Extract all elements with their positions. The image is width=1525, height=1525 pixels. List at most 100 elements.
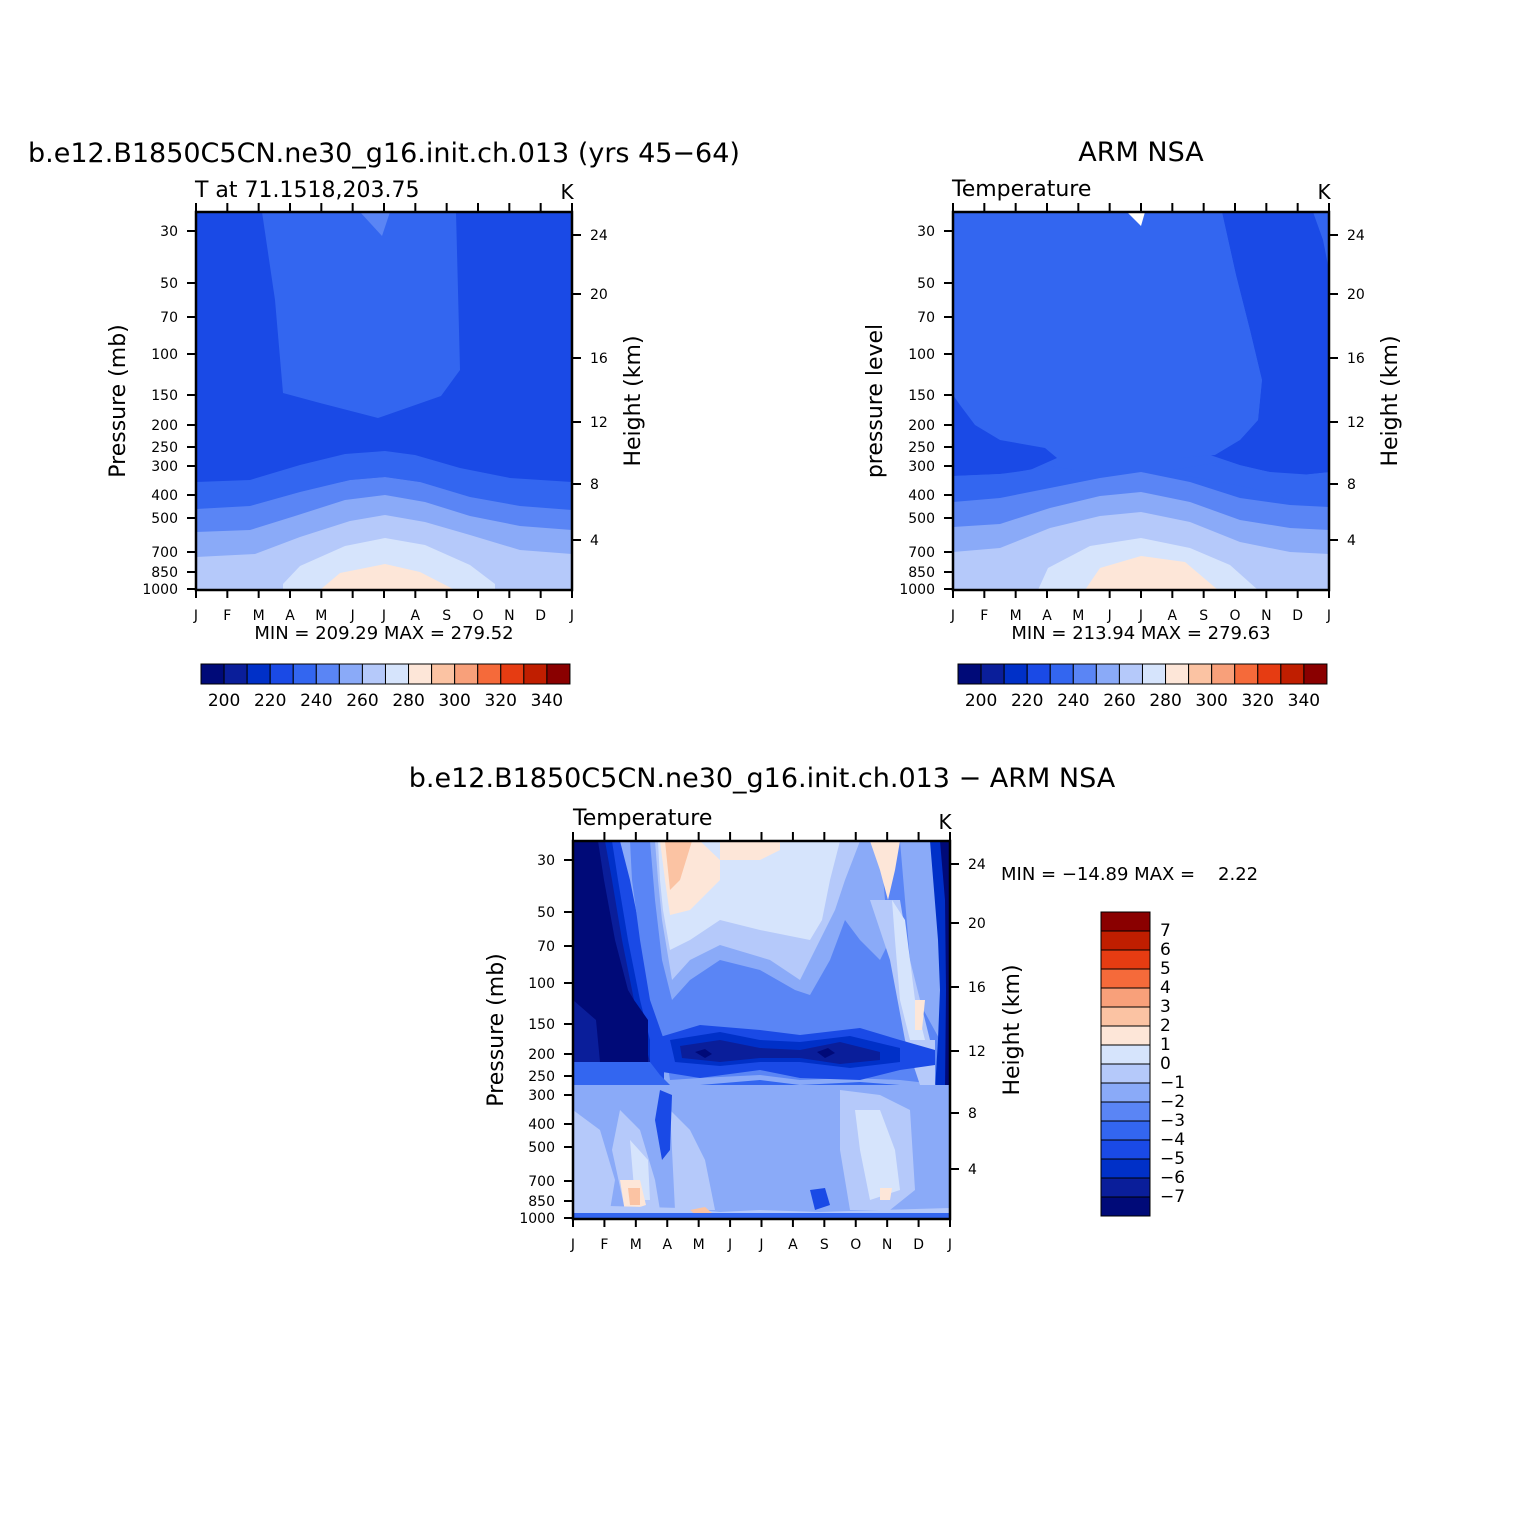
pressure-tick-label: 200 bbox=[151, 418, 178, 434]
model-panel-ylabel: Pressure (mb) bbox=[106, 324, 131, 478]
diff-band-1-2 bbox=[665, 841, 692, 890]
colorbar-swatch bbox=[980, 663, 1005, 685]
pressure-tick-label: 50 bbox=[537, 905, 555, 921]
obs-panel-stats: MIN = 213.94 MAX = 279.63 bbox=[1011, 623, 1270, 644]
colorbar-swatch bbox=[1100, 1063, 1151, 1084]
month-tick-label: A bbox=[662, 1237, 672, 1253]
colorbar-label: 200 bbox=[208, 691, 240, 711]
colorbar-label: 240 bbox=[300, 691, 332, 711]
colorbar-label: 6 bbox=[1160, 940, 1171, 960]
month-tick-label: N bbox=[1261, 608, 1271, 624]
month-tick-label: O bbox=[1229, 608, 1240, 624]
month-tick-label: J bbox=[569, 608, 574, 624]
height-tick-label: 8 bbox=[968, 1106, 977, 1122]
pressure-tick-label: 50 bbox=[160, 276, 178, 292]
contour-band-210-220-c bbox=[953, 395, 1057, 476]
pressure-tick-label: 300 bbox=[528, 1088, 555, 1104]
obs-axes: J F M A M J J A S O N D J 30 50 70 100 150 200 250 300 400 500… bbox=[899, 203, 1365, 624]
diff-band-minus5-minus4-d bbox=[655, 1090, 672, 1160]
pressure-tick-label: 250 bbox=[528, 1069, 555, 1085]
height-tick-label: 24 bbox=[968, 857, 986, 873]
month-tick-label: D bbox=[535, 608, 546, 624]
colorbar-swatch bbox=[500, 663, 525, 685]
colorbar-swatch bbox=[1003, 663, 1028, 685]
diff-band-minus5-minus4-e bbox=[810, 1188, 830, 1210]
contour-band-210-220 bbox=[196, 212, 572, 482]
obs-panel-ylabel-right: Height (km) bbox=[1378, 335, 1403, 466]
colorbar-swatch bbox=[1100, 1177, 1151, 1198]
colorbar-label: 340 bbox=[531, 691, 563, 711]
model-panel-units: K bbox=[560, 180, 574, 204]
month-tick-label: M bbox=[1010, 608, 1022, 624]
pressure-tick-label: 700 bbox=[528, 1174, 555, 1190]
model-panel-ylabel-right: Height (km) bbox=[621, 335, 646, 466]
colorbar-swatch bbox=[431, 663, 456, 685]
obs-panel-units: K bbox=[1317, 180, 1331, 204]
colorbar-swatch bbox=[292, 663, 317, 685]
colorbar-label: 5 bbox=[1160, 959, 1171, 979]
pressure-tick-label: 250 bbox=[151, 440, 178, 456]
pressure-tick-label: 70 bbox=[537, 939, 555, 955]
colorbar-swatch bbox=[1100, 1139, 1151, 1160]
diff-panel: b.e12.B1850C5CN.ne30_g16.init.ch.013 − A… bbox=[409, 763, 1258, 1253]
contour-band-220-230-c bbox=[1313, 212, 1329, 270]
month-tick-label: J bbox=[727, 1237, 732, 1253]
month-tick-label: O bbox=[472, 608, 483, 624]
colorbar-label: 220 bbox=[254, 691, 286, 711]
height-tick-label: 20 bbox=[590, 287, 608, 303]
colorbar-swatch bbox=[1100, 949, 1151, 970]
model-contour-field bbox=[196, 212, 572, 590]
colorbar-label: −5 bbox=[1160, 1149, 1185, 1169]
diff-panel-subtitle: Temperature bbox=[572, 806, 712, 831]
month-tick-label: J bbox=[947, 1237, 952, 1253]
month-tick-label: J bbox=[1326, 608, 1331, 624]
model-panel: b.e12.B1850C5CN.ne30_g16.init.ch.013 (yr… bbox=[28, 138, 740, 711]
model-panel-title: b.e12.B1850C5CN.ne30_g16.init.ch.013 (yr… bbox=[28, 138, 740, 169]
colorbar-swatch bbox=[523, 663, 548, 685]
month-tick-label: A bbox=[1168, 608, 1178, 624]
month-tick-label: J bbox=[193, 608, 198, 624]
height-tick-label: 4 bbox=[1347, 533, 1356, 549]
height-tick-label: 16 bbox=[968, 980, 986, 996]
colorbar-label: 2 bbox=[1160, 1016, 1171, 1036]
pressure-tick-label: 500 bbox=[528, 1140, 555, 1156]
colorbar-label: 260 bbox=[1103, 691, 1135, 711]
colorbar-swatch bbox=[1100, 1158, 1151, 1179]
colorbar-label: 3 bbox=[1160, 997, 1171, 1017]
height-tick-label: 24 bbox=[590, 228, 608, 244]
pressure-tick-label: 850 bbox=[151, 565, 178, 581]
pressure-tick-label: 70 bbox=[917, 310, 935, 326]
diff-band-1-2-b bbox=[628, 1188, 640, 1205]
pressure-tick-label: 500 bbox=[908, 511, 935, 527]
colorbar-swatch bbox=[338, 663, 363, 685]
month-tick-label: F bbox=[980, 608, 988, 624]
pressure-tick-label: 200 bbox=[908, 418, 935, 434]
month-tick-label: N bbox=[504, 608, 514, 624]
colorbar-label: −3 bbox=[1160, 1111, 1185, 1131]
month-tick-label: M bbox=[1072, 608, 1084, 624]
colorbar-swatch bbox=[384, 663, 410, 685]
obs-panel-ylabel: pressure level bbox=[863, 324, 888, 478]
pressure-tick-label: 70 bbox=[160, 310, 178, 326]
pressure-tick-label: 100 bbox=[151, 347, 178, 363]
contour-band-210-220-b bbox=[953, 212, 1329, 475]
obs-colorbar: 200 220 240 260 280 300 320 340 bbox=[957, 663, 1328, 711]
pressure-tick-label: 100 bbox=[908, 347, 935, 363]
month-tick-label: J bbox=[570, 1237, 575, 1253]
colorbar-label: 0 bbox=[1160, 1054, 1171, 1074]
height-tick-label: 12 bbox=[1347, 415, 1365, 431]
colorbar-swatch bbox=[546, 663, 571, 685]
colorbar-swatch bbox=[957, 663, 982, 685]
colorbar-label: 300 bbox=[438, 691, 470, 711]
month-tick-label: D bbox=[1292, 608, 1303, 624]
colorbar-label: 240 bbox=[1057, 691, 1089, 711]
month-tick-label: A bbox=[788, 1237, 798, 1253]
colorbar-label: 260 bbox=[346, 691, 378, 711]
month-tick-label: J bbox=[350, 608, 355, 624]
height-tick-label: 4 bbox=[590, 533, 599, 549]
height-tick-label: 20 bbox=[1347, 287, 1365, 303]
model-panel-stats: MIN = 209.29 MAX = 279.52 bbox=[254, 623, 513, 644]
height-tick-label: 8 bbox=[590, 477, 599, 493]
month-tick-label: A bbox=[411, 608, 421, 624]
